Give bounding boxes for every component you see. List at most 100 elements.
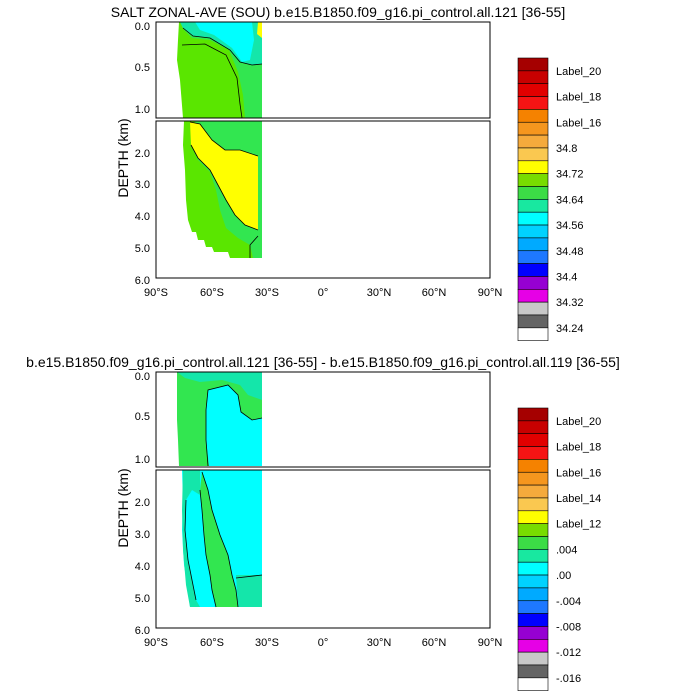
legend-swatch bbox=[517, 651, 549, 666]
legend-swatch bbox=[517, 301, 549, 316]
y-axis: DEPTH (km) 0.0 0.5 1.0 2.0 3.0 4.0 5.0 6.0 bbox=[115, 21, 150, 287]
fill-green bbox=[200, 472, 238, 607]
fill-yellow bbox=[257, 22, 262, 38]
legend-swatch bbox=[517, 70, 549, 84]
legend-swatch bbox=[517, 677, 549, 691]
contour-line bbox=[201, 471, 239, 608]
tick-label: 60°S bbox=[200, 287, 224, 299]
tick-label: 30°N bbox=[367, 637, 392, 649]
contour-line bbox=[184, 499, 197, 601]
legend-swatch bbox=[517, 433, 549, 447]
tick-label: 5.0 bbox=[135, 243, 150, 255]
legend-label: 34.56 bbox=[556, 220, 584, 232]
legend-swatch bbox=[517, 134, 549, 149]
legend-swatch bbox=[517, 109, 549, 123]
contour-line bbox=[249, 235, 259, 258]
legend-swatch bbox=[517, 224, 549, 239]
legend-swatch bbox=[517, 587, 549, 602]
legend: Label_20 Label_18 Label_16 34.8 34.72 34.64 34… bbox=[517, 57, 601, 342]
legend-swatch bbox=[517, 276, 549, 290]
tick-label: 0.5 bbox=[135, 62, 150, 74]
tick-label: 90°S bbox=[144, 637, 168, 649]
legend-label: 34.32 bbox=[556, 297, 584, 309]
legend-swatch bbox=[517, 407, 549, 422]
legend-swatch bbox=[517, 484, 549, 499]
upper-fills bbox=[177, 22, 263, 119]
lower-plot-frame bbox=[155, 120, 491, 279]
tick-label: 4.0 bbox=[135, 211, 150, 223]
legend-swatch bbox=[517, 471, 549, 486]
legend-swatch bbox=[517, 147, 549, 162]
x-ticks: 90°S 60°S 30°S 0° 30°N 60°N 90°N bbox=[144, 287, 502, 299]
fill-teal bbox=[236, 575, 262, 607]
x-ticks: 90°S 60°S 30°S 0° 30°N 60°N 90°N bbox=[144, 637, 502, 649]
legend-label: 34.24 bbox=[556, 323, 584, 335]
tick-label: 60°S bbox=[200, 637, 224, 649]
y-ticks-upper: 0.0 0.5 1.0 bbox=[135, 21, 150, 116]
panel-difference: b.e15.B1850.f09_g16.pi_control.all.121 [… bbox=[26, 354, 620, 691]
tick-label: 60°N bbox=[422, 287, 447, 299]
legend-label: Label_18 bbox=[556, 92, 601, 104]
legend-swatch bbox=[517, 327, 549, 342]
tick-label: 90°N bbox=[478, 637, 503, 649]
legend-label: -.008 bbox=[556, 621, 581, 633]
contour-line bbox=[181, 43, 243, 119]
legend-label: -.012 bbox=[556, 647, 581, 659]
tick-label: 90°N bbox=[478, 287, 503, 299]
fill-yellow bbox=[190, 122, 258, 230]
legend-label: 34.64 bbox=[556, 194, 584, 206]
y-axis-label: DEPTH (km) bbox=[115, 118, 131, 197]
tick-label: 2.0 bbox=[135, 497, 150, 509]
tick-label: 0° bbox=[318, 637, 329, 649]
legend-label: .00 bbox=[556, 570, 571, 582]
contour-line bbox=[182, 27, 263, 66]
legend-label: Label_16 bbox=[556, 467, 601, 479]
tick-label: 30°S bbox=[255, 637, 279, 649]
y-ticks-lower: 2.0 3.0 4.0 5.0 6.0 bbox=[135, 148, 150, 287]
tick-label: 1.0 bbox=[135, 104, 150, 116]
legend-label: Label_20 bbox=[556, 416, 601, 428]
contour-line bbox=[235, 574, 263, 579]
fill-cyan bbox=[206, 385, 262, 466]
legend-swatch bbox=[517, 199, 549, 213]
tick-label: 2.0 bbox=[135, 148, 150, 160]
tick-label: 3.0 bbox=[135, 179, 150, 191]
legend-swatch bbox=[517, 510, 549, 524]
y-ticks-upper: 0.0 0.5 1.0 bbox=[135, 371, 150, 466]
legend-label: 34.8 bbox=[556, 143, 577, 155]
tick-label: 30°S bbox=[255, 287, 279, 299]
upper-fills bbox=[177, 372, 263, 467]
legend-swatch bbox=[517, 549, 549, 563]
legend-swatch bbox=[517, 57, 549, 72]
legend-label: Label_16 bbox=[556, 117, 601, 129]
fill-cyan bbox=[195, 22, 254, 62]
contour-line bbox=[199, 489, 217, 608]
lower-fills bbox=[183, 121, 262, 258]
legend-swatch bbox=[517, 459, 549, 473]
legend-swatch bbox=[517, 288, 549, 303]
legend-label: 34.48 bbox=[556, 246, 584, 258]
chart-title: b.e15.B1850.f09_g16.pi_control.all.121 [… bbox=[26, 354, 620, 370]
tick-label: 0.0 bbox=[135, 21, 150, 33]
legend-swatch bbox=[517, 314, 549, 329]
legend-label: Label_12 bbox=[556, 519, 601, 531]
contour-line bbox=[205, 384, 263, 467]
legend: Label_20 Label_18 Label_16 Label_14 Label_12… bbox=[517, 407, 601, 691]
legend-swatch bbox=[517, 497, 549, 512]
legend-swatch bbox=[517, 83, 549, 97]
contour-line bbox=[189, 121, 259, 157]
legend-label: Label_20 bbox=[556, 66, 601, 78]
legend-swatch bbox=[517, 96, 549, 110]
tick-label: 90°S bbox=[144, 287, 168, 299]
fill-light-green-inner bbox=[181, 44, 242, 118]
legend-label: 34.4 bbox=[556, 271, 577, 283]
legend-swatch bbox=[517, 574, 549, 589]
tick-label: 4.0 bbox=[135, 561, 150, 573]
legend-label: Label_14 bbox=[556, 493, 601, 505]
y-axis-label: DEPTH (km) bbox=[115, 468, 131, 547]
lower-plot-frame bbox=[155, 469, 491, 629]
legend-swatch bbox=[517, 263, 549, 277]
fill-teal bbox=[177, 372, 262, 400]
legend-swatch bbox=[517, 186, 549, 200]
